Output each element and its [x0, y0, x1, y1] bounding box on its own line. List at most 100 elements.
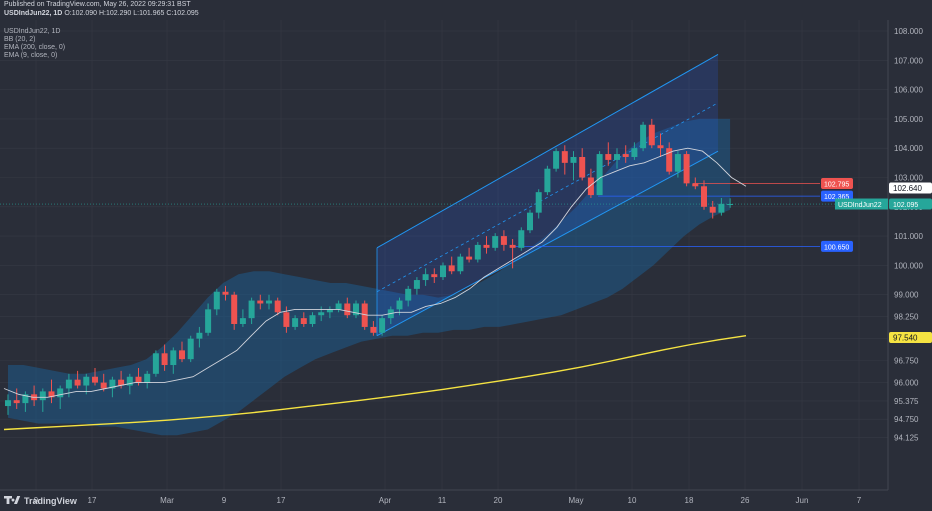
candle-body — [553, 151, 560, 169]
price-tick-0: 108.000 — [894, 27, 923, 36]
time-tick-13: 7 — [857, 496, 862, 505]
time-tick-12: Jun — [796, 496, 809, 505]
candle-body — [640, 124, 647, 149]
candle-body — [222, 291, 229, 295]
candle-body — [422, 274, 429, 281]
candle-body — [500, 236, 507, 245]
open-label: O: — [64, 10, 72, 17]
indicator-item-3[interactable]: EMA (9, close, 0) — [4, 52, 57, 59]
symbol-tag-bg — [835, 198, 888, 210]
candle-body — [483, 244, 490, 248]
candle-body — [544, 168, 551, 193]
candle-body — [596, 154, 603, 196]
candle-body — [379, 318, 386, 333]
time-tick-11: 26 — [741, 496, 750, 505]
price-tick-10: 98.250 — [894, 313, 919, 322]
price-axis-background[interactable] — [888, 20, 932, 490]
candle-body — [152, 353, 159, 374]
ohlc-readout: USDIndJun22, 1D O:102.090 H:102.290 L:10… — [4, 10, 199, 17]
close-value: 102.095 — [173, 10, 199, 17]
price-label-102640: 102.640 — [893, 184, 922, 193]
price-tick-8: 100.000 — [894, 261, 923, 270]
price-label-102095: 102.095 — [893, 202, 918, 209]
candle-body — [344, 303, 351, 316]
time-tick-6: 11 — [438, 496, 447, 505]
candle-body — [326, 309, 333, 313]
candle-body — [100, 382, 107, 389]
price-tick-2: 106.000 — [894, 86, 923, 95]
candle-body — [709, 206, 716, 213]
candle-body — [579, 156, 586, 178]
channel-mid-line[interactable] — [376, 102, 719, 293]
horizontal-lines[interactable] — [0, 183, 888, 247]
indicator-item-0[interactable]: USDIndJun22, 1D — [4, 28, 60, 35]
candle-body — [474, 244, 481, 260]
price-label-97540: 97.540 — [893, 333, 918, 342]
symbol-name[interactable]: USDIndJun22, 1D — [4, 10, 63, 17]
price-tick-3: 105.000 — [894, 115, 923, 124]
high-value: 102.290 — [105, 10, 132, 17]
candle-body — [39, 391, 46, 401]
candle-body — [161, 353, 168, 366]
price-tick-7: 101.000 — [894, 232, 923, 241]
price-tick-5: 103.000 — [894, 174, 923, 183]
low-label: L: — [133, 10, 140, 17]
candle-body — [126, 376, 133, 386]
time-tick-8: May — [568, 496, 583, 505]
candle-body — [179, 350, 185, 360]
candle-body — [318, 312, 325, 316]
candle-body — [614, 154, 620, 160]
candle-body — [274, 300, 281, 313]
candle-body — [292, 318, 299, 327]
candle-body — [266, 300, 272, 304]
candle-body — [239, 318, 246, 324]
price-tick-15: 94.750 — [894, 415, 919, 424]
candle-body — [353, 303, 359, 316]
candle-body — [74, 379, 81, 386]
published-note: Published on TradingView.com, May 26, 20… — [4, 1, 191, 8]
candle-body — [248, 300, 255, 319]
candle-body — [561, 151, 568, 163]
price-tick-13: 96.000 — [894, 379, 919, 388]
candle-body — [118, 379, 125, 386]
header-bar: Published on TradingView.com, May 26, 20… — [0, 0, 932, 20]
tradingview-logo[interactable]: TradingView — [3, 496, 78, 506]
time-tick-10: 18 — [685, 496, 694, 505]
time-tick-4: 17 — [277, 496, 286, 505]
candle-body — [13, 400, 20, 404]
candle-body — [370, 326, 377, 333]
candle-body — [683, 154, 690, 184]
candle-body — [92, 376, 98, 383]
level-label-102795: 102.795 — [824, 182, 849, 189]
candle-body — [692, 183, 699, 187]
time-tick-2: Mar — [160, 496, 174, 505]
price-label-102095-bg — [889, 198, 932, 210]
candle-body — [109, 379, 116, 389]
time-axis[interactable]: 9 17 Mar 9 17 Apr 11 20 May 10 18 26 Jun 7 — [34, 496, 862, 505]
candle-body — [466, 256, 473, 260]
candle-body — [300, 318, 307, 324]
candle-body — [587, 177, 594, 196]
candle-body — [509, 244, 516, 248]
candle-body — [657, 145, 664, 149]
candle-body — [5, 400, 11, 407]
candle-body — [440, 265, 446, 278]
low-value: 101.965 — [139, 10, 165, 17]
price-tick-12: 96.750 — [894, 357, 919, 366]
channel-upper-line[interactable] — [376, 54, 719, 249]
candle-body — [196, 332, 203, 339]
candle-body — [535, 192, 542, 213]
time-tick-5: Apr — [379, 496, 392, 505]
candle-body — [718, 203, 725, 213]
indicator-item-1[interactable]: BB (20, 2) — [4, 36, 36, 43]
candle-body — [405, 288, 412, 301]
candle-body — [231, 294, 238, 324]
price-tick-16: 94.125 — [894, 434, 919, 443]
indicator-item-2[interactable]: EMA (200, close, 0) — [4, 44, 65, 51]
candle-body — [674, 154, 681, 172]
candle-body — [283, 312, 290, 327]
open-value: 102.090 — [71, 10, 98, 17]
candle-body — [335, 303, 342, 310]
candle-body — [701, 186, 707, 207]
